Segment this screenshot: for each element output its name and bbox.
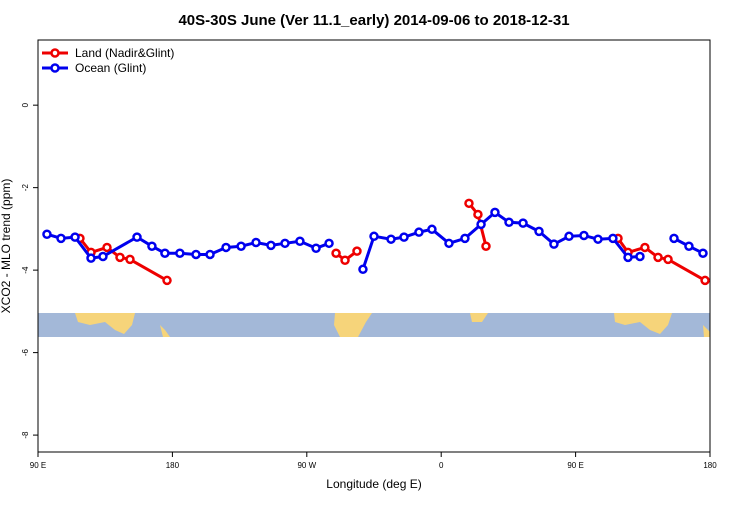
point — [518, 218, 528, 228]
point — [386, 234, 396, 244]
x-tick-label: 90 E — [567, 461, 583, 470]
point — [640, 242, 650, 253]
point — [266, 240, 276, 251]
point — [399, 232, 409, 242]
point — [534, 226, 544, 237]
y-tick-label: -8 — [21, 431, 30, 439]
point — [564, 231, 574, 242]
point — [175, 248, 185, 258]
point — [221, 242, 231, 253]
legend-label: Land (Nadir&Glint) — [75, 46, 174, 60]
point — [340, 255, 350, 265]
chart-title: 40S-30S June (Ver 11.1_early) 2014-09-06… — [178, 12, 569, 29]
series — [75, 198, 710, 286]
point — [608, 233, 618, 244]
point — [663, 254, 673, 265]
point — [504, 217, 514, 228]
point — [102, 242, 112, 253]
x-tick-label: 90 W — [297, 461, 316, 470]
point — [481, 241, 491, 251]
series — [42, 207, 708, 275]
point — [635, 251, 645, 262]
point — [147, 241, 157, 251]
point — [295, 236, 305, 247]
x-tick-label: 90 E — [30, 461, 46, 470]
point — [311, 243, 321, 254]
y-tick-label: -2 — [21, 184, 30, 192]
point — [324, 238, 334, 249]
point — [623, 252, 633, 263]
point — [444, 238, 454, 249]
point — [464, 198, 474, 209]
y-axis-label: XCO2 - MLO trend (ppm) — [0, 179, 13, 314]
point — [56, 233, 66, 244]
point — [86, 253, 96, 263]
point — [653, 252, 663, 263]
map-strip — [38, 313, 710, 337]
x-tick-label: 180 — [166, 461, 180, 470]
point — [162, 275, 172, 286]
y-tick-label: 0 — [21, 102, 30, 107]
point — [476, 219, 486, 230]
point — [236, 241, 246, 251]
point — [98, 251, 108, 262]
point — [684, 241, 694, 251]
legend-label: Ocean (Glint) — [75, 61, 146, 75]
point — [698, 248, 708, 258]
point — [579, 230, 589, 241]
legend-marker — [50, 63, 60, 73]
y-tick-label: -6 — [21, 349, 30, 357]
point — [331, 248, 341, 258]
point — [460, 233, 470, 244]
x-tick-label: 0 — [439, 461, 444, 470]
point — [70, 232, 80, 242]
point — [369, 231, 379, 242]
point — [352, 246, 362, 256]
point — [191, 249, 201, 260]
point — [700, 275, 710, 286]
point — [125, 254, 135, 265]
point — [205, 249, 215, 260]
x-tick-label: 180 — [703, 461, 717, 470]
point — [251, 237, 261, 248]
point — [549, 239, 559, 249]
point — [42, 229, 52, 239]
point — [358, 264, 368, 275]
legend-marker — [50, 48, 60, 58]
point — [414, 227, 424, 237]
point — [132, 232, 142, 242]
point — [280, 238, 290, 249]
point — [473, 209, 483, 220]
x-axis-label: Longitude (deg E) — [326, 477, 421, 491]
point — [593, 234, 603, 244]
point — [669, 233, 679, 244]
point — [115, 252, 125, 263]
point — [427, 224, 437, 235]
plot-frame — [37, 39, 711, 453]
point — [490, 207, 500, 218]
y-tick-label: -4 — [21, 266, 30, 274]
point — [160, 248, 170, 258]
